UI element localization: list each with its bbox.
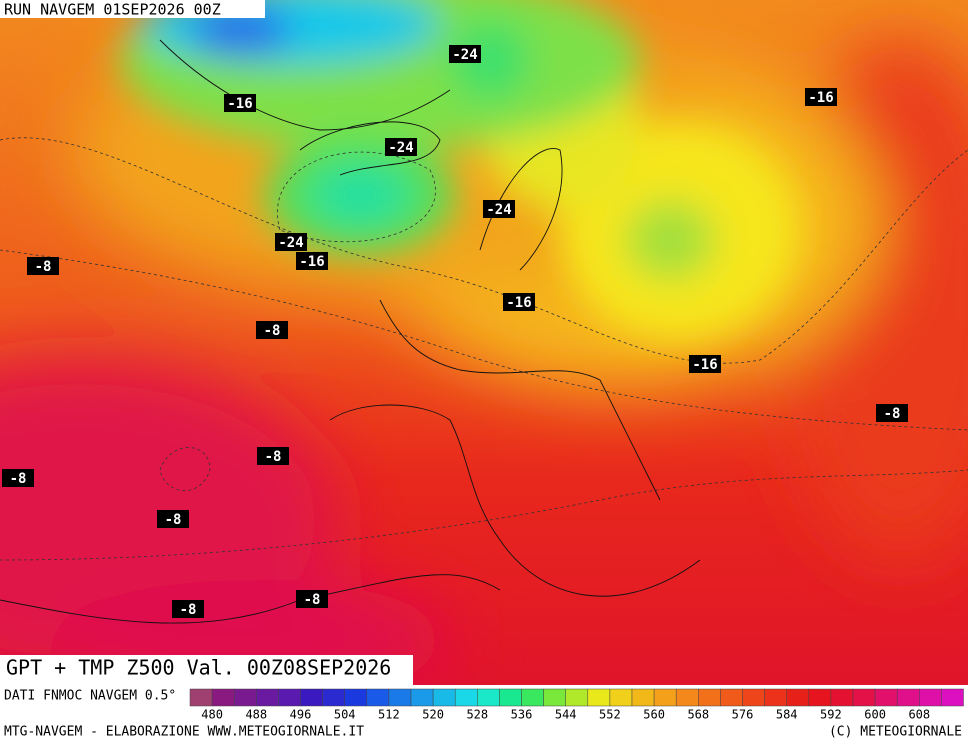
scale-swatch bbox=[742, 688, 765, 707]
contour-label-box bbox=[157, 510, 189, 528]
scale-swatch bbox=[852, 688, 876, 707]
scale-swatch bbox=[631, 688, 655, 707]
contour-label: -8 bbox=[165, 512, 182, 528]
contour-label: -24 bbox=[486, 202, 511, 218]
contour-label-box bbox=[256, 321, 288, 339]
contour-label-box bbox=[449, 45, 481, 63]
scale-swatch bbox=[233, 688, 257, 707]
scale-swatch bbox=[808, 688, 832, 707]
contour-label-box bbox=[172, 600, 204, 618]
contour-label: -16 bbox=[692, 357, 717, 373]
contour-label-box bbox=[257, 447, 289, 465]
scale-label: 480 bbox=[201, 708, 223, 722]
scale-label: 592 bbox=[820, 708, 842, 722]
contour-label: -8 bbox=[265, 449, 282, 465]
contour-label: -16 bbox=[227, 96, 252, 112]
map-title: GPT + TMP Z500 Val. 00Z08SEP2026 bbox=[6, 656, 391, 680]
scale-swatch bbox=[300, 688, 323, 707]
contour-label: -16 bbox=[506, 295, 531, 311]
scale-label: 576 bbox=[732, 708, 754, 722]
scale-label: 512 bbox=[378, 708, 400, 722]
header-box bbox=[0, 0, 265, 18]
footer-left: MTG-NAVGEM - ELABORAZIONE WWW.METEOGIORN… bbox=[4, 725, 364, 740]
scale-swatch bbox=[609, 688, 633, 707]
contour-label: -8 bbox=[264, 323, 281, 339]
scale-swatch bbox=[344, 688, 368, 707]
scale-label: 568 bbox=[687, 708, 709, 722]
scale-swatch bbox=[874, 688, 898, 707]
scale-swatch bbox=[543, 688, 566, 707]
scale-label: 552 bbox=[599, 708, 621, 722]
contour-label-box bbox=[805, 88, 837, 106]
scale-swatch bbox=[322, 688, 345, 707]
title-box bbox=[0, 655, 413, 685]
scale-swatch bbox=[720, 688, 743, 707]
scale-swatch bbox=[941, 688, 964, 707]
contour-label-box bbox=[27, 257, 59, 275]
contour-label: -24 bbox=[278, 235, 303, 251]
scale-swatch bbox=[366, 688, 390, 707]
scale-label: 600 bbox=[864, 708, 886, 722]
scale-swatch bbox=[388, 688, 412, 707]
contour-label-box bbox=[503, 293, 535, 311]
contour-label: -24 bbox=[452, 47, 477, 63]
contour-label: -8 bbox=[304, 592, 321, 608]
contour-label: -8 bbox=[884, 406, 901, 422]
scale-swatch bbox=[786, 688, 810, 707]
scale-swatch bbox=[256, 688, 279, 707]
scale-swatch bbox=[919, 688, 942, 707]
contour-label-box bbox=[275, 233, 307, 251]
scale-swatch bbox=[278, 688, 301, 707]
scale-swatch bbox=[675, 688, 699, 707]
scale-swatch bbox=[477, 688, 500, 707]
scale-label: 536 bbox=[511, 708, 533, 722]
scale-label: 520 bbox=[422, 708, 444, 722]
scale-swatch bbox=[653, 688, 677, 707]
footer-right: (C) METEOGIORNALE bbox=[829, 725, 962, 740]
source-label: DATI FNMOC NAVGEM 0.5° bbox=[4, 689, 176, 704]
contour-label-box bbox=[385, 138, 417, 156]
scale-swatch bbox=[698, 688, 721, 707]
scale-swatch bbox=[189, 688, 213, 707]
scale-label: 504 bbox=[334, 708, 356, 722]
contour-label-box bbox=[296, 252, 328, 270]
scale-swatch bbox=[499, 688, 522, 707]
contour-label-box bbox=[224, 94, 256, 112]
scale-swatch bbox=[410, 688, 434, 707]
contour-label: -24 bbox=[388, 140, 413, 156]
contour-label-box bbox=[483, 200, 515, 218]
scale-swatch bbox=[211, 688, 235, 707]
scale-label: 560 bbox=[643, 708, 665, 722]
scale-swatch bbox=[896, 688, 920, 707]
contour-label: -8 bbox=[10, 471, 27, 487]
contour-label: -8 bbox=[180, 602, 197, 618]
contour-label-box bbox=[689, 355, 721, 373]
scale-label: 544 bbox=[555, 708, 577, 722]
scale-swatch bbox=[587, 688, 611, 707]
scale-label: 496 bbox=[290, 708, 312, 722]
contour-label-box bbox=[2, 469, 34, 487]
scale-swatch bbox=[764, 688, 787, 707]
scale-label: 608 bbox=[908, 708, 930, 722]
scale-swatch bbox=[521, 688, 544, 707]
contour-label: -8 bbox=[35, 259, 52, 275]
scale-swatch bbox=[565, 688, 589, 707]
scale-swatch bbox=[454, 688, 478, 707]
contour-label-box bbox=[876, 404, 908, 422]
run-label: RUN NAVGEM 01SEP2026 00Z bbox=[4, 1, 221, 19]
scale-label: 584 bbox=[776, 708, 798, 722]
contour-label: -16 bbox=[808, 90, 833, 106]
contour-label: -16 bbox=[299, 254, 324, 270]
contour-label-box bbox=[296, 590, 328, 608]
scale-swatch bbox=[432, 688, 456, 707]
scale-label: 528 bbox=[466, 708, 488, 722]
scale-swatch bbox=[830, 688, 854, 707]
scale-label: 488 bbox=[245, 708, 267, 722]
